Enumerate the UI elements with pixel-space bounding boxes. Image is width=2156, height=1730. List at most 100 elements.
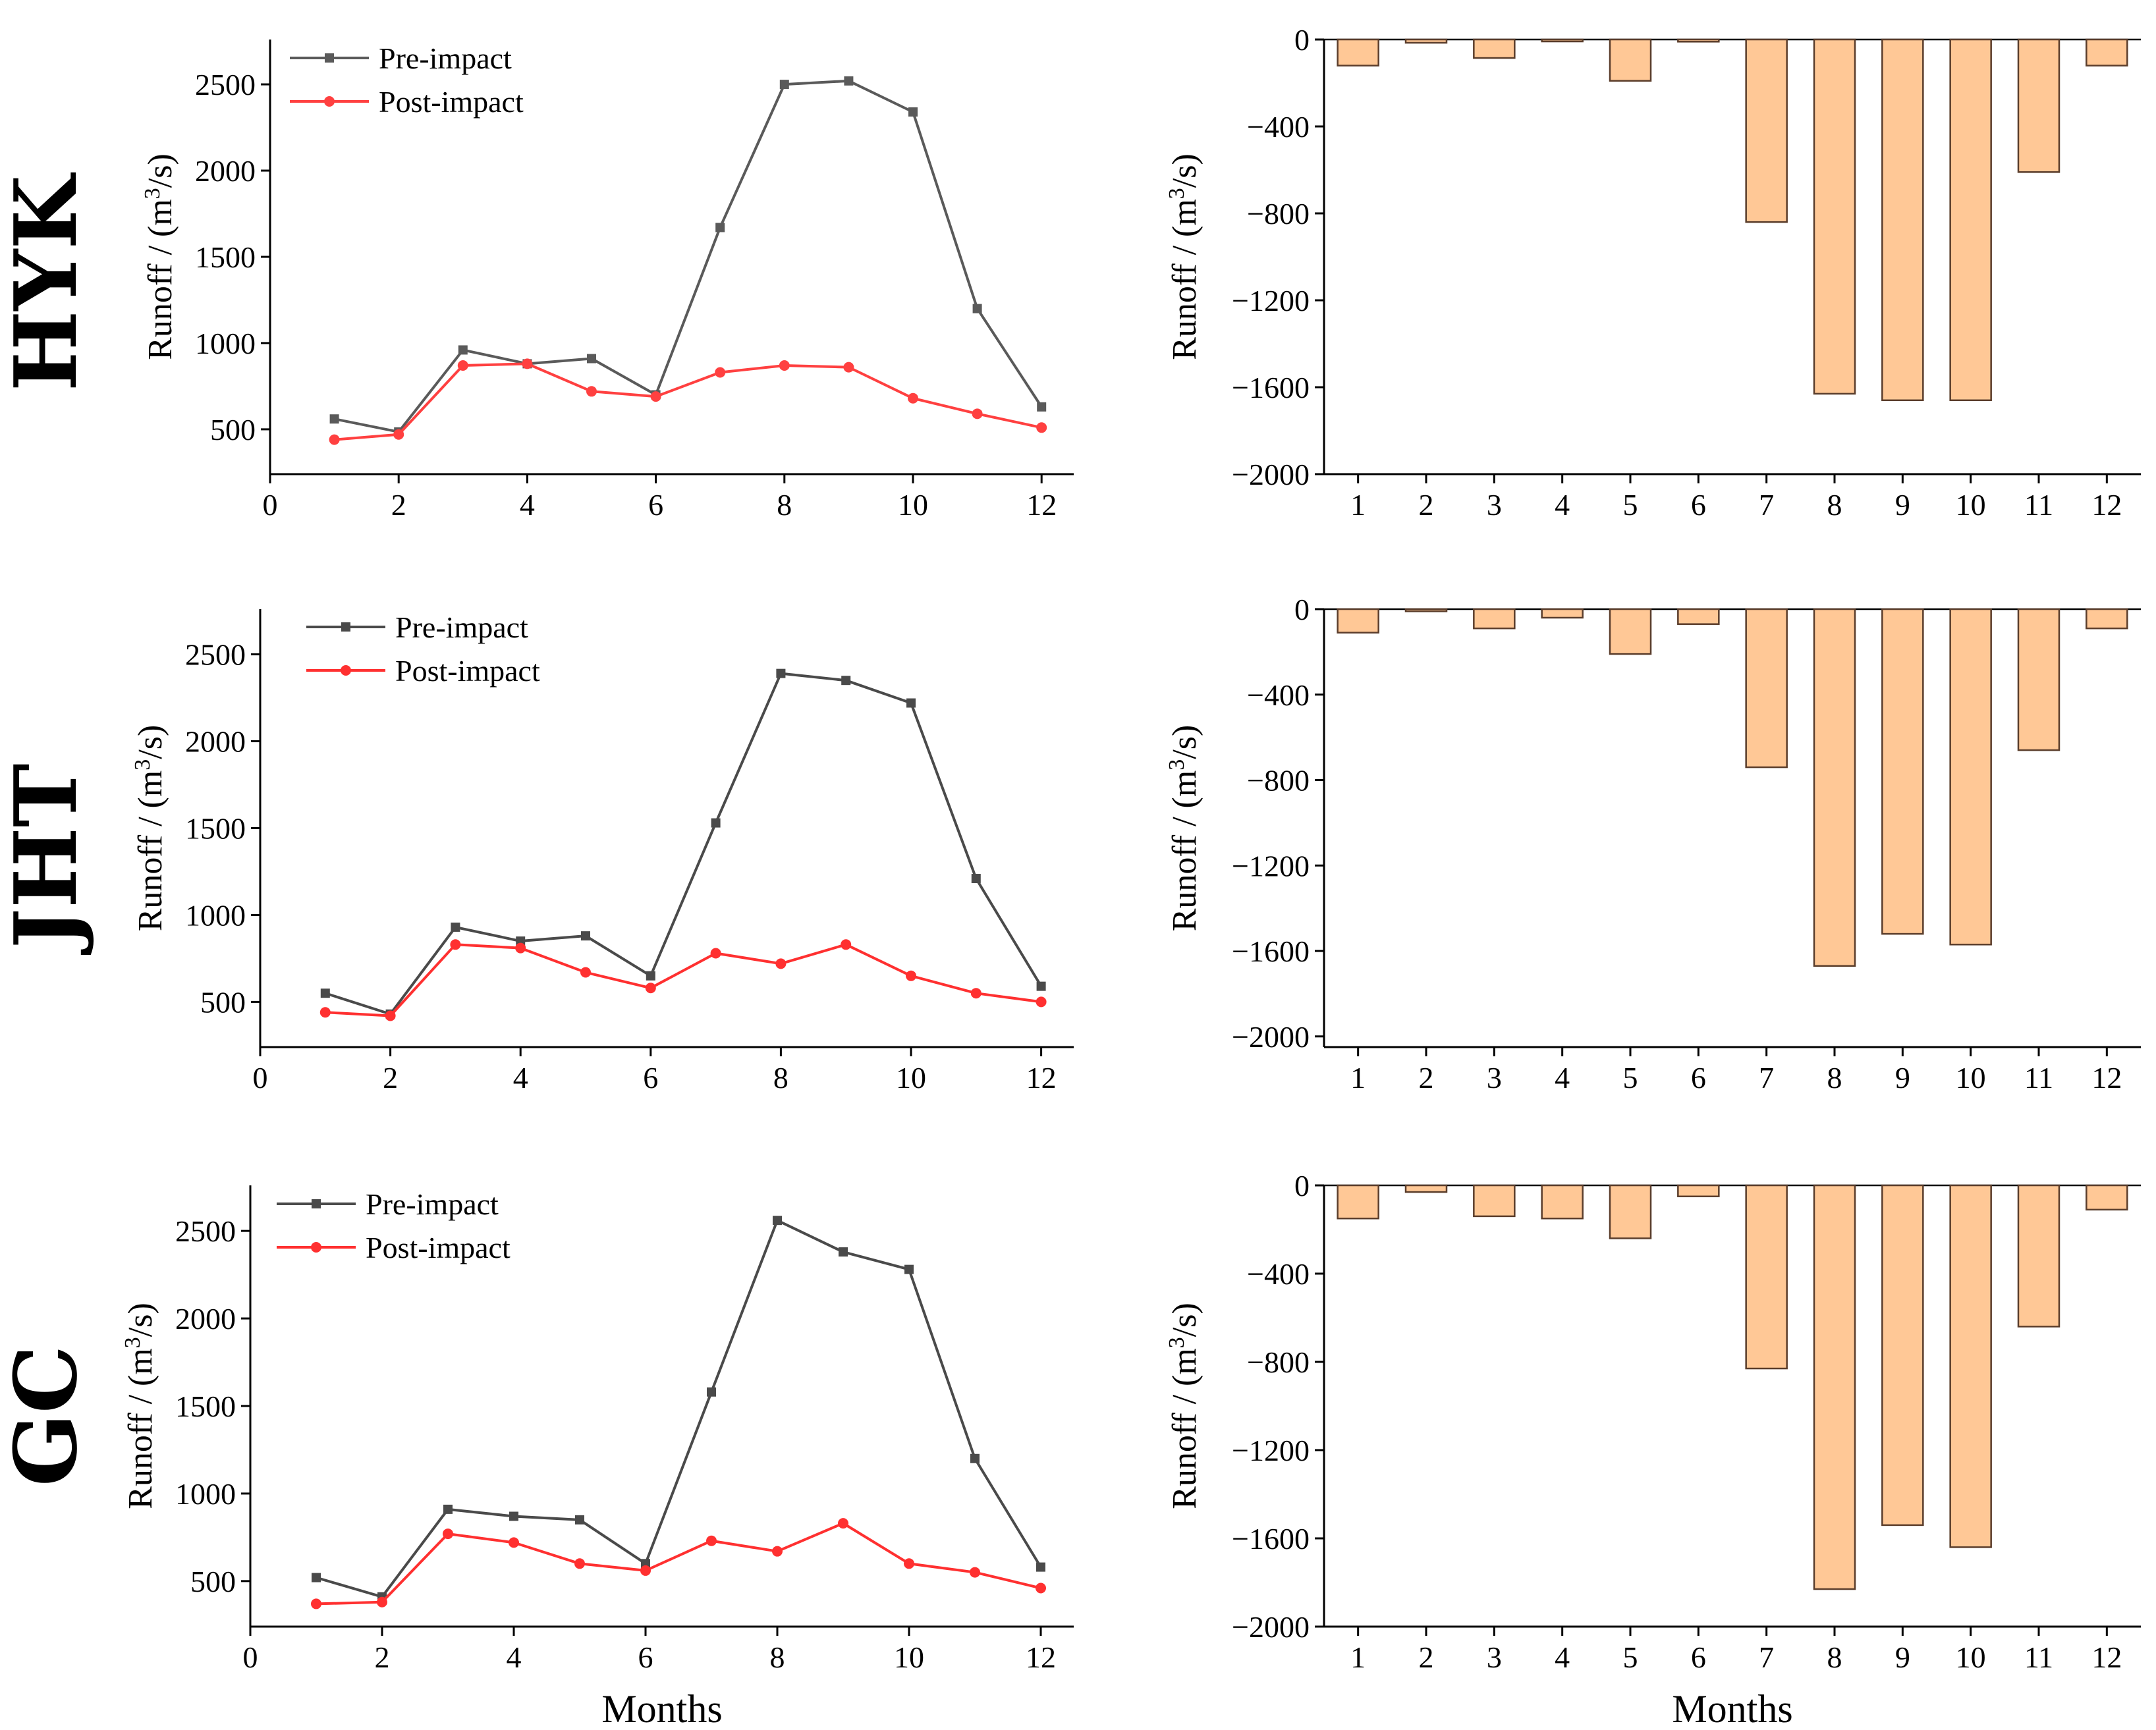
x-tick-label: 10 <box>1956 1640 1986 1674</box>
x-tick-label: 1 <box>1350 1640 1366 1674</box>
row-label-jht: JHT <box>0 763 96 955</box>
x-tick-label: 12 <box>1026 1061 1057 1095</box>
data-point-post-impact <box>311 1598 321 1609</box>
data-point-post-impact <box>970 988 981 999</box>
x-tick-label: 3 <box>1487 1640 1502 1674</box>
data-point-pre-impact <box>320 988 330 998</box>
data-point-post-impact <box>515 942 526 954</box>
data-point-post-impact <box>775 958 787 969</box>
data-point-post-impact <box>908 392 918 404</box>
legend-marker <box>341 665 351 676</box>
data-point-post-impact <box>779 360 790 371</box>
bar-month-5 <box>1609 38 1652 82</box>
x-tick-label: 7 <box>1759 1061 1774 1095</box>
x-tick-label: 6 <box>643 1061 658 1095</box>
data-point-post-impact <box>650 391 661 402</box>
legend-marker <box>325 53 334 63</box>
bar-month-8 <box>1813 608 1856 967</box>
bar-month-2 <box>1404 608 1448 612</box>
x-tick-label: 10 <box>898 488 928 522</box>
y-tick-label: 1500 <box>185 812 246 846</box>
y-tick-label: 1500 <box>195 240 256 274</box>
y-tick-label: −400 <box>1247 1257 1310 1291</box>
bar-month-1 <box>1337 608 1379 634</box>
x-tick-label: 11 <box>2024 1061 2053 1095</box>
series-line-pre-impact <box>325 672 1043 1015</box>
x-tick-label: 9 <box>1895 488 1910 522</box>
series-line-post-impact <box>334 362 1042 441</box>
x-tick-label: 8 <box>770 1640 785 1674</box>
bar-month-3 <box>1473 1184 1516 1218</box>
x-tick-label: 7 <box>1759 1640 1774 1674</box>
x-tick-label: 2 <box>1419 488 1434 522</box>
bar-month-7 <box>1745 1184 1788 1370</box>
x-tick-label: 2 <box>383 1061 398 1095</box>
jht-bar-chart: Runoff / (m3/s) 0 −400 −800 −1200 −1600 −2000 1… <box>1165 593 2141 1095</box>
legend-marker <box>312 1199 321 1208</box>
y-tick-label: −1200 <box>1232 1434 1310 1467</box>
x-tick-label: 9 <box>1895 1061 1910 1095</box>
y-tick-label: 0 <box>1294 23 1310 57</box>
data-point-post-impact <box>319 1007 331 1018</box>
bar-month-6 <box>1677 608 1720 625</box>
data-point-pre-impact <box>646 971 655 981</box>
x-tick-label: 8 <box>1827 1061 1842 1095</box>
y-tick-label: 500 <box>190 1565 236 1598</box>
data-point-pre-impact <box>458 345 468 355</box>
x-tick-label: 12 <box>2091 488 2122 522</box>
data-point-post-impact <box>970 1567 980 1578</box>
data-point-pre-impact <box>776 668 786 678</box>
x-tick-label: 8 <box>773 1061 788 1095</box>
legend-marker <box>341 622 350 632</box>
series-line-post-impact <box>316 1522 1041 1606</box>
data-point-pre-impact <box>451 922 460 932</box>
bar-month-12 <box>2086 608 2128 630</box>
series-line-pre-impact <box>334 79 1043 433</box>
data-point-post-impact <box>1036 422 1047 433</box>
data-point-pre-impact <box>711 818 721 828</box>
bar-month-3 <box>1473 38 1516 59</box>
y-tick-label: −1600 <box>1232 1522 1310 1555</box>
y-tick-label: −400 <box>1247 110 1310 144</box>
x-axis-label: Months <box>601 1687 722 1730</box>
x-tick-label: 1 <box>1350 488 1366 522</box>
legend-label-post-impact: Post-impact <box>379 85 524 119</box>
data-point-post-impact <box>385 1010 396 1021</box>
x-tick-label: 9 <box>1895 1640 1910 1674</box>
data-point-pre-impact <box>581 931 590 941</box>
x-tick-label: 5 <box>1623 488 1638 522</box>
x-tick-label: 0 <box>263 488 278 522</box>
x-tick-label: 4 <box>513 1061 528 1095</box>
y-axis-label: Runoff / (m3/s) <box>1165 725 1204 932</box>
bar-month-1 <box>1337 38 1379 67</box>
bar-month-4 <box>1541 608 1584 619</box>
bar-month-11 <box>2017 38 2060 173</box>
x-tick-label: 0 <box>253 1061 268 1095</box>
data-point-pre-impact <box>839 1247 848 1257</box>
data-point-pre-impact <box>715 223 725 232</box>
y-tick-label: 1000 <box>175 1477 236 1511</box>
data-point-post-impact <box>843 362 854 373</box>
data-point-post-impact <box>377 1596 387 1608</box>
data-point-post-impact <box>906 970 916 981</box>
x-tick-label: 5 <box>1623 1640 1638 1674</box>
legend-marker <box>324 96 335 107</box>
bar-month-4 <box>1541 38 1584 43</box>
x-tick-label: 11 <box>2024 1640 2053 1674</box>
data-point-post-impact <box>841 939 852 950</box>
x-tick-label: 12 <box>2091 1061 2122 1095</box>
legend-label-pre-impact: Pre-impact <box>379 41 512 75</box>
data-point-pre-impact <box>312 1573 321 1582</box>
y-tick-label: −1200 <box>1232 849 1310 882</box>
x-tick-label: 6 <box>1691 488 1706 522</box>
jht-line-chart: Runoff / (m3/s) 500 1000 1500 2000 2500 0 2 4 6 8 1… <box>0 609 1074 1095</box>
y-tick-label: −800 <box>1247 764 1310 797</box>
y-tick-label: 500 <box>210 413 256 446</box>
bar-month-11 <box>2017 608 2060 751</box>
x-tick-label: 10 <box>1956 1061 1986 1095</box>
y-tick-label: 2000 <box>175 1302 236 1336</box>
y-axis-label: Runoff / (m3/s) <box>121 1303 160 1509</box>
bar-month-9 <box>1881 1184 1924 1527</box>
legend-label-post-impact: Post-impact <box>366 1231 511 1264</box>
hyk-line-chart: Runoff / (m3/s) 500 1000 1500 2000 2500 0 2 4 6 8 1… <box>0 40 1074 522</box>
